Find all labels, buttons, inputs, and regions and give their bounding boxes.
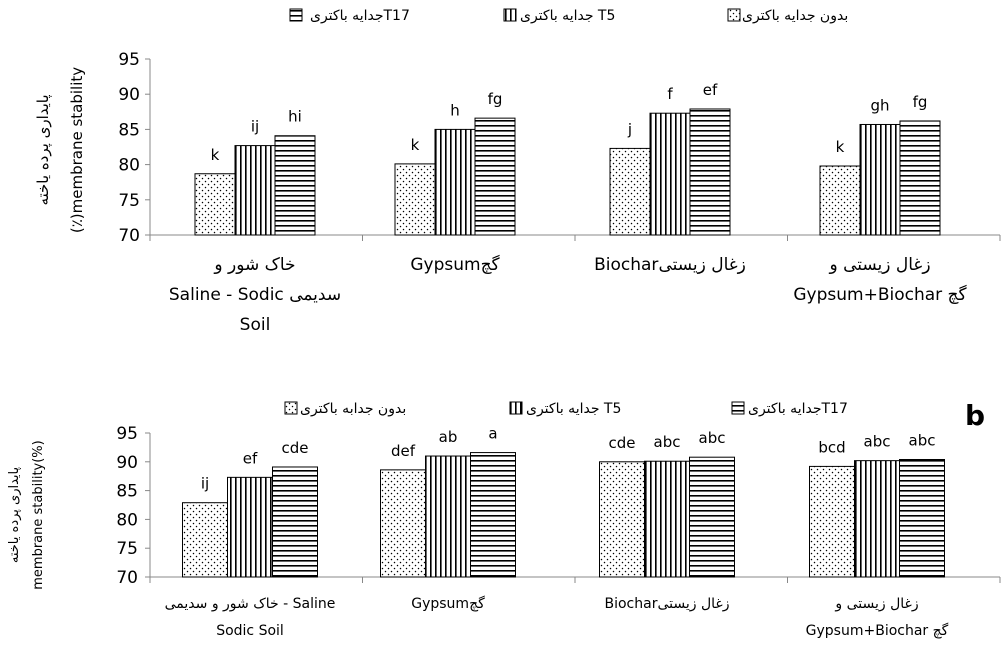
bar bbox=[227, 476, 273, 578]
significance-label: f bbox=[667, 85, 673, 103]
significance-label: bcd bbox=[818, 438, 845, 456]
legend-swatch bbox=[509, 401, 523, 415]
significance-label: ab bbox=[439, 428, 458, 446]
legend-label: جدایه باکتری T5 bbox=[526, 401, 621, 417]
bar bbox=[609, 147, 651, 236]
y-tick-label: 80 bbox=[118, 156, 140, 176]
significance-label: fg bbox=[488, 90, 503, 108]
y-tick-label: 90 bbox=[116, 453, 138, 473]
bar bbox=[599, 461, 645, 578]
x-category-label: خاک شور و bbox=[213, 255, 295, 275]
x-category-label: Gypsumگچ bbox=[411, 595, 485, 612]
bar bbox=[644, 460, 690, 578]
legend-label: جدایه باکتری T5 bbox=[520, 8, 615, 24]
significance-label: k bbox=[211, 146, 220, 164]
x-category-label: زغال زیستی و bbox=[834, 596, 918, 612]
chart-panel-1: 70 75 80 85 90 95 پایداری پرده یاخته (٪)membran… bbox=[34, 8, 1001, 335]
y-tick-label: 70 bbox=[116, 568, 138, 588]
y-tick-label: 75 bbox=[116, 539, 138, 559]
significance-label: a bbox=[488, 425, 497, 443]
x-category-label: Gypsumگچ bbox=[410, 254, 500, 275]
bar bbox=[234, 145, 276, 236]
x-category-label: Biocharزغال زیستی bbox=[594, 255, 746, 275]
significance-label: hi bbox=[288, 108, 302, 126]
legend-swatch bbox=[727, 8, 741, 22]
significance-label: k bbox=[411, 136, 420, 154]
bar bbox=[182, 502, 228, 578]
y-tick-label: 95 bbox=[116, 424, 138, 444]
significance-label: def bbox=[391, 442, 416, 460]
x-category-label: Soil bbox=[240, 315, 271, 335]
significance-label: abc bbox=[864, 433, 891, 451]
bar bbox=[425, 455, 471, 578]
significance-label: ij bbox=[201, 475, 209, 493]
bar bbox=[194, 173, 236, 236]
bar bbox=[854, 460, 900, 578]
x-category-label: Gypsum+Biochar گچ bbox=[806, 622, 949, 639]
significance-label: k bbox=[836, 138, 845, 156]
significance-label: ef bbox=[243, 449, 258, 467]
bar bbox=[470, 452, 516, 578]
x-category-label: زغال زیستی و bbox=[828, 255, 930, 275]
significance-label: abc bbox=[909, 431, 936, 449]
bar bbox=[809, 465, 855, 578]
bar bbox=[649, 112, 691, 236]
bar bbox=[380, 469, 426, 578]
bar bbox=[859, 123, 901, 236]
y-axis-label-fa: پایداری پرده یاخته bbox=[7, 466, 22, 563]
bar bbox=[474, 117, 516, 236]
legend-swatch bbox=[284, 401, 298, 415]
y-tick-label: 85 bbox=[118, 120, 140, 140]
y-tick-label: 90 bbox=[118, 85, 140, 105]
y-tick-label: 75 bbox=[118, 191, 140, 211]
bar bbox=[274, 135, 316, 236]
x-category-label: خاک شور و سدیمی - Saline bbox=[165, 596, 336, 612]
significance-label: gh bbox=[870, 96, 889, 114]
panel-letter: b bbox=[965, 399, 985, 432]
y-tick-label: 80 bbox=[116, 510, 138, 530]
legend-swatch bbox=[503, 8, 517, 22]
x-category-label: Biocharزغال زیستی bbox=[605, 596, 730, 612]
y-axis-label: (٪)membrane stability bbox=[68, 67, 86, 233]
y-tick-label: 85 bbox=[116, 482, 138, 502]
x-category-label: Gypsum+Biochar گچ bbox=[793, 284, 967, 305]
chart-panel-2: 70 75 80 85 90 95 پایداری پرده یاخته membrane s… bbox=[7, 399, 1001, 639]
significance-label: cde bbox=[609, 434, 636, 452]
y-axis-label: membrane stability(%) bbox=[31, 440, 46, 589]
legend-label: بدون جدایه باکتری bbox=[742, 8, 848, 24]
x-category-label: Saline - Sodic سدیمی bbox=[169, 285, 341, 305]
legend-label: جدایه باکتریT17 bbox=[310, 8, 410, 24]
legend-label: جدایه باکتریT17 bbox=[748, 401, 848, 417]
significance-label: h bbox=[450, 101, 460, 119]
significance-label: fg bbox=[913, 93, 928, 111]
bar bbox=[819, 165, 861, 236]
legend-swatch bbox=[731, 401, 745, 415]
significance-label: cde bbox=[282, 439, 309, 457]
significance-label: abc bbox=[654, 433, 681, 451]
significance-label: abc bbox=[699, 429, 726, 447]
bar bbox=[434, 128, 476, 236]
bar bbox=[899, 120, 941, 236]
y-axis-label-fa: پایداری پرده یاخته bbox=[34, 94, 53, 205]
significance-label: ef bbox=[703, 81, 718, 99]
y-tick-label: 95 bbox=[118, 50, 140, 70]
legend-label: بدون جدابه باکتری bbox=[300, 401, 406, 417]
bar bbox=[689, 456, 735, 578]
bar bbox=[394, 163, 436, 236]
y-tick-label: 70 bbox=[118, 226, 140, 246]
significance-label: j bbox=[627, 120, 632, 138]
bar bbox=[899, 458, 945, 578]
significance-label: ij bbox=[251, 118, 259, 136]
legend-swatch bbox=[289, 8, 303, 22]
charts-root: 70 75 80 85 90 95 پایداری پرده یاخته (٪)membran… bbox=[7, 8, 1001, 639]
bar bbox=[689, 108, 731, 236]
bar bbox=[272, 466, 318, 578]
x-category-label: Sodic Soil bbox=[216, 623, 284, 639]
